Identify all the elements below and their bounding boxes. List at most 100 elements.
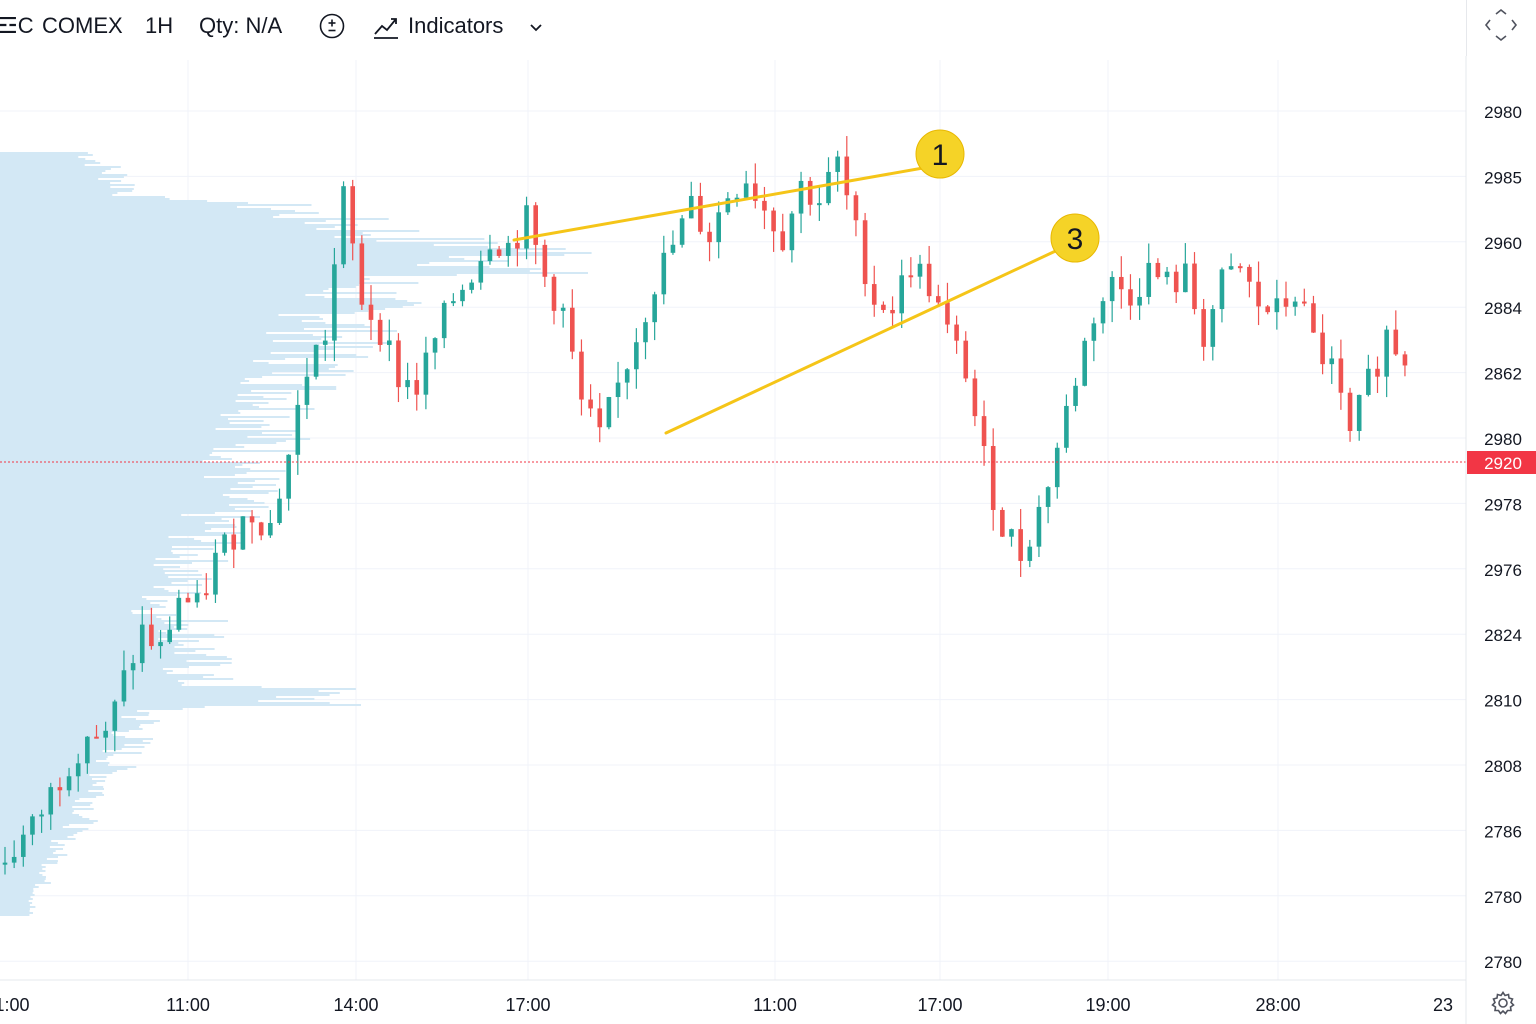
volume-profile-bar: [0, 708, 183, 710]
annotation-marker[interactable]: [1050, 213, 1100, 263]
candle-body: [1009, 529, 1014, 537]
volume-profile-bar: [0, 226, 335, 228]
volume-profile-bar: [0, 628, 188, 630]
volume-profile-bar: [0, 318, 323, 320]
volume-profile-bar: [0, 888, 34, 890]
volume-profile-bar: [0, 506, 269, 508]
volume-profile-bar: [0, 584, 202, 586]
settings-icon[interactable]: [1490, 990, 1516, 1016]
candle-body: [634, 342, 639, 370]
volume-profile-bar: [0, 432, 262, 434]
volume-profile-bar: [0, 564, 154, 566]
expand-icon[interactable]: [1484, 8, 1518, 42]
trendline[interactable]: [512, 163, 942, 242]
candle-body: [359, 243, 365, 305]
volume-profile-bar: [0, 370, 354, 372]
volume-profile-bar: [0, 204, 312, 206]
candle-body: [11, 856, 17, 863]
indicators-icon[interactable]: [372, 14, 400, 40]
candle-body: [570, 307, 575, 352]
candle-body: [1018, 529, 1023, 561]
candle-body: [533, 205, 538, 245]
volume-profile-bar: [0, 446, 245, 448]
quantity-label[interactable]: Qty: N/A: [199, 13, 283, 38]
volume-profile-bar: [0, 598, 147, 600]
volume-profile-bar: [0, 238, 485, 240]
candle-body: [853, 195, 859, 221]
indicators-button[interactable]: Indicators: [408, 13, 504, 38]
timeframe-button[interactable]: 1H: [145, 13, 174, 38]
candle-body: [945, 302, 950, 325]
candle-body: [469, 282, 474, 290]
plus-minus-icon[interactable]: [318, 12, 346, 40]
candle-body: [762, 200, 767, 211]
volume-profile-bar: [0, 878, 46, 880]
volume-profile-bar: [0, 654, 207, 656]
candle-body: [1000, 509, 1005, 537]
candle-body: [1201, 309, 1206, 347]
price-tick-label: 2780: [1484, 953, 1522, 972]
symbol-label[interactable]: ☲C: [0, 13, 34, 38]
volume-profile-bar: [0, 324, 365, 326]
volume-profile-bar: [0, 418, 228, 420]
volume-profile-bar: [0, 278, 370, 280]
trendline-annotations[interactable]: 13: [512, 129, 1100, 435]
volume-profile-bar: [0, 448, 214, 450]
volume-profile-bar: [0, 338, 322, 340]
time-tick-label: 11:00: [166, 995, 210, 1015]
volume-profile-bar: [0, 430, 297, 432]
volume-profile-bar: [0, 898, 33, 900]
volume-profile-bar: [0, 162, 101, 164]
volume-profile-bar: [0, 728, 143, 730]
volume-profile-bar: [0, 836, 68, 838]
price-tick-label: 2780: [1484, 888, 1522, 907]
candle-body: [990, 446, 996, 510]
chevron-down-icon[interactable]: [527, 18, 545, 36]
volume-profile-bar: [0, 910, 30, 912]
volume-profile-bar: [0, 718, 136, 720]
volume-profile-bar: [0, 646, 175, 648]
volume-profile-bar: [0, 322, 326, 324]
volume-profile-bar: [0, 734, 114, 736]
candlestick-series: [2, 136, 1408, 875]
volume-profile-bar: [0, 186, 111, 188]
volume-profile-bar: [0, 562, 192, 564]
trendline[interactable]: [664, 246, 1064, 435]
volume-profile-bar: [0, 582, 172, 584]
exchange-label[interactable]: COMEX: [42, 13, 123, 38]
volume-profile-bar: [0, 206, 237, 208]
volume-profile-bar: [0, 298, 396, 300]
volume-profile-bar: [0, 586, 154, 588]
volume-profile-bar: [0, 504, 230, 506]
price-tick-label: 2976: [1484, 561, 1522, 580]
candle-body: [66, 776, 72, 791]
volume-profile-bar: [0, 614, 177, 616]
volume-profile-bar: [0, 190, 133, 192]
volume-profile-bar: [0, 882, 51, 884]
volume-profile-bar: [0, 522, 205, 524]
annotation-marker[interactable]: [915, 129, 965, 179]
price-axis: 2980 2985 2960 2884 2862 2980 2978 2976 2824 2810…: [0, 56, 1536, 1024]
volume-profile-bar: [0, 630, 159, 632]
volume-profile-bar: [0, 540, 202, 542]
volume-profile-bar: [0, 694, 330, 696]
volume-profile-bar: [0, 392, 292, 394]
volume-profile-bar: [0, 428, 216, 430]
volume-profile-bar: [0, 514, 182, 516]
volume-profile-bar: [0, 542, 244, 544]
volume-profile-bar: [0, 720, 160, 722]
volume-profile-bar: [0, 856, 58, 858]
candle-body: [1320, 332, 1325, 365]
volume-profile-bar: [0, 572, 165, 574]
volume-profile-bar: [0, 494, 223, 496]
candle-body: [57, 787, 63, 791]
volume-profile-bar: [0, 408, 315, 410]
volume-profile-bar: [0, 478, 280, 480]
volume-profile-bar: [0, 350, 317, 352]
volume-profile-bar: [0, 508, 235, 510]
time-axis: 1:00 11:00 14:00 17:00 11:00 17:00 19:00 28:00 2…: [0, 995, 1453, 1015]
candle-body: [268, 522, 273, 536]
candle-body: [679, 218, 685, 245]
volume-profile-bar: [0, 286, 356, 288]
